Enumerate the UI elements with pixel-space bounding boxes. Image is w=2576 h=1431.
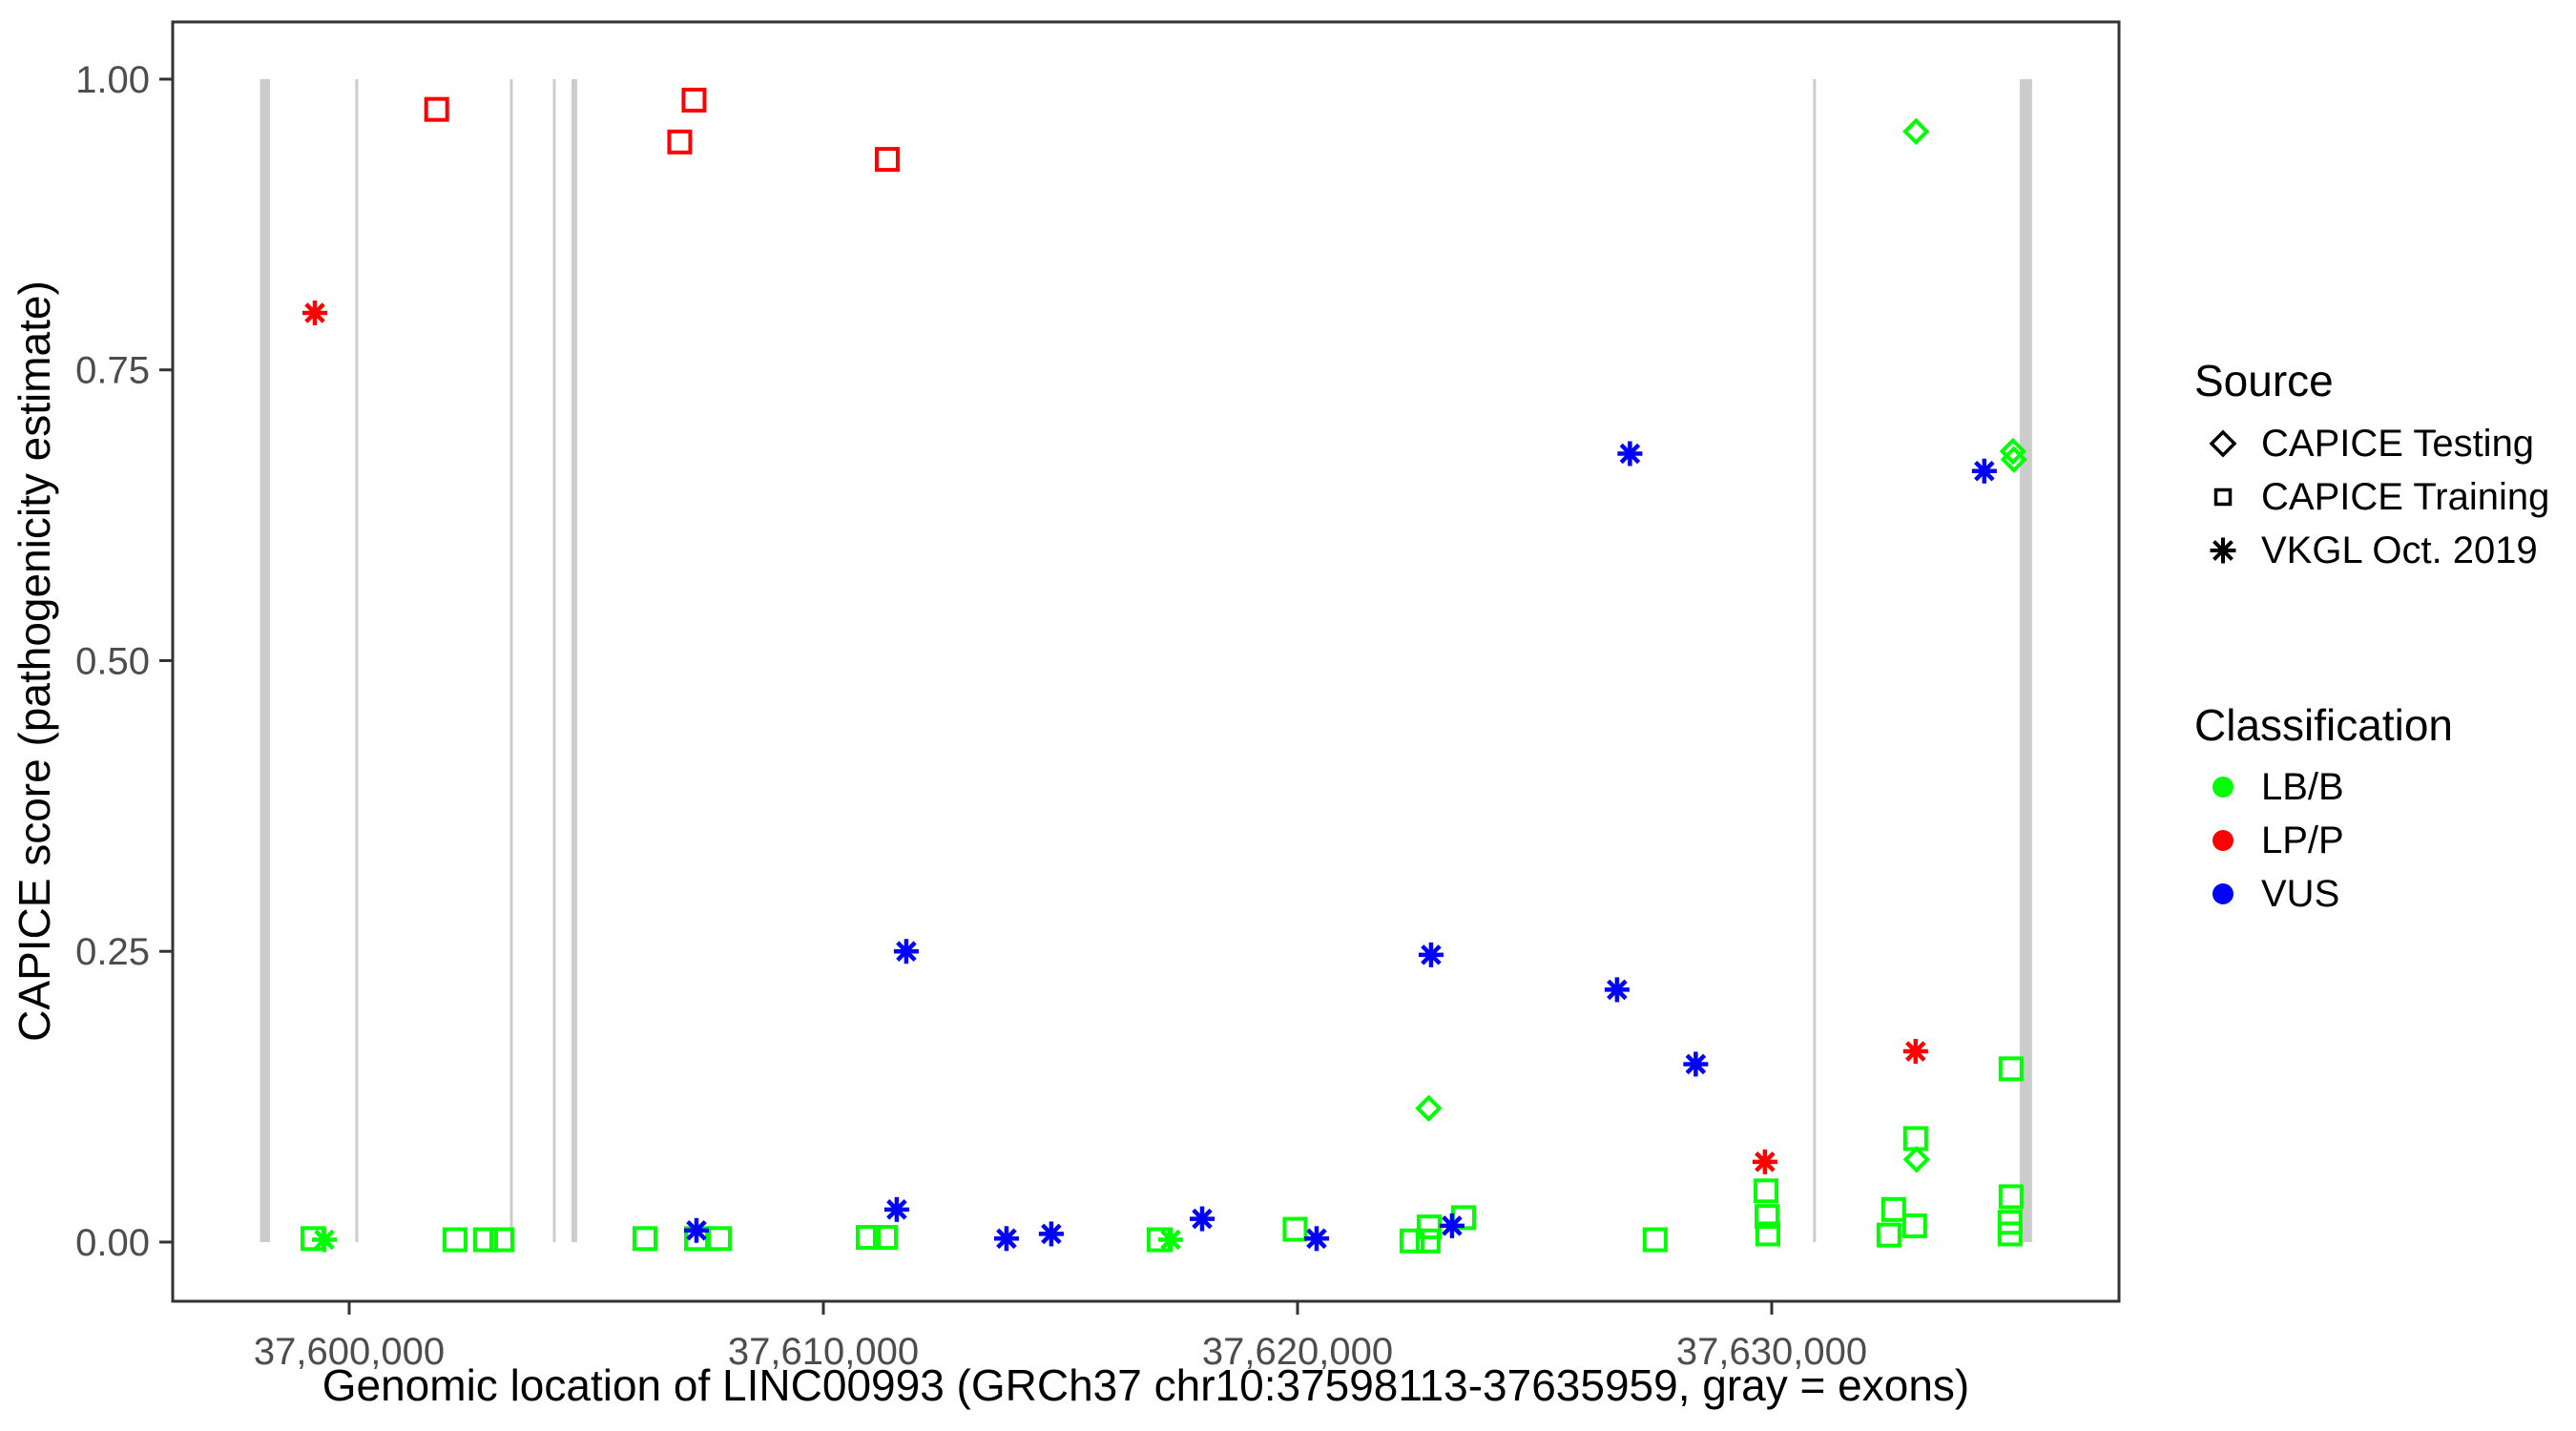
legend-classification-title: Classification: [2194, 700, 2453, 750]
data-point: [883, 1196, 909, 1222]
data-point: [1683, 1051, 1709, 1077]
data-point: [1642, 1227, 1668, 1253]
data-point: [1901, 1213, 1927, 1238]
data-point: [681, 87, 707, 113]
legend-source-items: CAPICE Testing CAPICE Training VKGL Oct. 2…: [2202, 417, 2549, 577]
exon-bar: [355, 78, 359, 1242]
data-point: [472, 1227, 498, 1253]
data-point: [1997, 1221, 2023, 1247]
data-point: [1755, 1204, 1780, 1230]
legend-item-vus: VUS: [2202, 867, 2344, 921]
y-tick-label: 0.50: [75, 640, 150, 682]
data-point: [1902, 1039, 1928, 1065]
data-point: [488, 1227, 514, 1253]
data-point: [632, 1226, 657, 1252]
data-point: [424, 96, 449, 122]
data-point: [2000, 446, 2027, 473]
dot-icon: [2212, 883, 2233, 904]
data-point: [1303, 1226, 1329, 1252]
data-point: [1998, 1184, 2024, 1210]
data-point: [1415, 1228, 1441, 1254]
data-point: [1902, 1146, 1930, 1173]
y-tick-label: 0.75: [75, 350, 150, 392]
exon-bar: [2019, 78, 2032, 1242]
exon-bar: [1813, 78, 1817, 1242]
diamond-icon: [2209, 429, 2237, 458]
legend-item-label: LB/B: [2261, 765, 2344, 808]
legend: Source CAPICE Testing CAPICE Training VKGL…: [2194, 0, 2576, 1431]
legend-classification-items: LB/B LP/P VUS: [2202, 760, 2344, 921]
dot-icon: [2212, 830, 2233, 851]
data-point: [706, 1226, 732, 1252]
x-tick-label: 37,630,000: [1676, 1331, 1867, 1373]
legend-item-label: LP/P: [2261, 819, 2344, 861]
dot-icon: [2212, 777, 2233, 798]
legend-item-lp-p: LP/P: [2202, 814, 2344, 867]
data-point: [667, 129, 693, 155]
data-point: [1439, 1213, 1465, 1238]
legend-item-label: CAPICE Training: [2261, 475, 2550, 518]
data-point: [1998, 1056, 2024, 1082]
data-point: [1399, 1228, 1424, 1254]
data-point: [874, 147, 900, 173]
data-point: [1902, 117, 1930, 145]
data-point: [1876, 1222, 1901, 1248]
y-tick-label: 0.00: [75, 1222, 150, 1264]
data-point: [302, 300, 328, 325]
x-tick-label: 37,620,000: [1202, 1331, 1393, 1373]
data-point: [442, 1227, 467, 1253]
data-point: [1752, 1149, 1777, 1174]
exon-bars: [260, 78, 2032, 1242]
y-axis-ticks: 0.00 0.25 0.50 0.75 1.00: [75, 59, 173, 1264]
data-point: [1415, 1094, 1443, 1122]
legend-item-capice-testing: CAPICE Testing: [2202, 417, 2549, 470]
x-axis-ticks: 37,600,000 37,610,000 37,620,000 37,630,000: [254, 1301, 1867, 1373]
data-point: [1418, 942, 1444, 967]
data-point: [1604, 977, 1630, 1003]
exon-bar: [552, 78, 556, 1242]
plot-panel: [173, 22, 2119, 1301]
data-point: [993, 1226, 1019, 1252]
x-tick-label: 37,610,000: [728, 1331, 919, 1373]
data-point: [311, 1227, 337, 1253]
exon-bar: [509, 78, 513, 1242]
x-axis-title: Genomic location of LINC00993 (GRCh37 ch…: [322, 1360, 1970, 1410]
data-point: [1189, 1206, 1215, 1232]
exon-bar: [260, 78, 270, 1242]
exon-bar: [571, 78, 577, 1242]
data-point: [1755, 1221, 1781, 1247]
legend-item-label: CAPICE Testing: [2261, 422, 2535, 465]
data-point: [683, 1217, 709, 1243]
y-axis-title: CAPICE score (pathogenicity estimate): [10, 280, 59, 1042]
data-point: [1754, 1178, 1779, 1204]
legend-item-label: VKGL Oct. 2019: [2261, 529, 2538, 571]
legend-item-lb-b: LB/B: [2202, 760, 2344, 814]
square-icon: [2213, 487, 2233, 507]
x-tick-label: 37,600,000: [254, 1331, 445, 1373]
y-tick-label: 1.00: [75, 59, 150, 101]
data-point: [1282, 1216, 1308, 1242]
data-points: [300, 87, 2027, 1254]
data-point: [1157, 1227, 1183, 1253]
data-point: [893, 939, 919, 964]
data-point: [1038, 1221, 1064, 1247]
y-tick-label: 0.25: [75, 931, 150, 973]
data-point: [855, 1225, 881, 1251]
data-point: [1617, 441, 1643, 467]
asterisk-icon: [2210, 537, 2236, 564]
data-point: [1971, 458, 1997, 484]
legend-item-label: VUS: [2261, 872, 2340, 915]
legend-source-title: Source: [2194, 356, 2334, 405]
legend-item-vkgl-oct-2019: VKGL Oct. 2019: [2202, 524, 2549, 577]
legend-item-capice-training: CAPICE Training: [2202, 470, 2549, 524]
data-point: [1416, 1214, 1442, 1240]
data-point: [1880, 1196, 1906, 1222]
data-point: [872, 1225, 898, 1251]
